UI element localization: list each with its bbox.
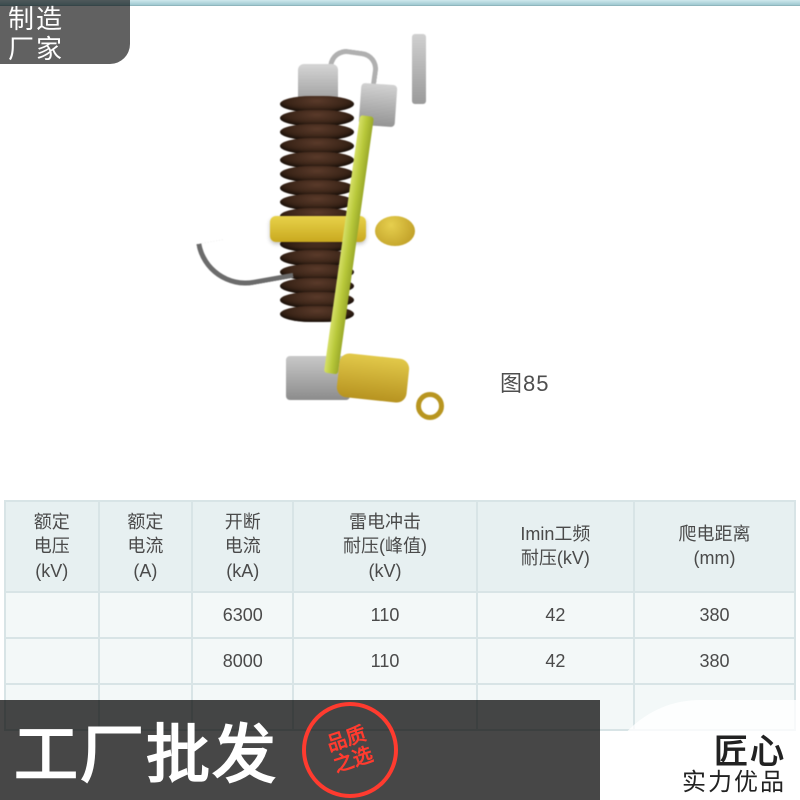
mid-joint — [375, 216, 415, 246]
cell: 8000 — [192, 638, 293, 684]
watermark-top-left: 制造 厂家 — [0, 0, 130, 64]
cell: 110 — [293, 638, 476, 684]
cell — [5, 592, 99, 638]
table-row: 6300 110 42 380 — [5, 592, 795, 638]
cell: 6300 — [192, 592, 293, 638]
col-header: Imin工频 耐压(kV) — [477, 501, 634, 592]
cell: 380 — [634, 592, 795, 638]
watermark-text: 制造 — [8, 4, 122, 34]
watermark-text: 厂家 — [8, 34, 122, 64]
cell — [99, 592, 193, 638]
figure-caption: 图85 — [500, 366, 549, 398]
col-header: 额定 电流 (A) — [99, 501, 193, 592]
cell — [99, 638, 193, 684]
lower-joint — [336, 352, 410, 403]
strip-text: 工厂批发 — [0, 704, 278, 796]
table-header-row: 额定 电压 (kV) 额定 电流 (A) 开断 电流 (kA) — [5, 501, 795, 592]
col-header: 额定 电压 (kV) — [5, 501, 99, 592]
seal-icon: 品质 之选 — [302, 702, 398, 798]
watermark-bottom-strip: 工厂批发 品质 之选 — [0, 700, 600, 800]
page: 图85 额定 电压 (kV) 额定 电流 (A) 开断 — [0, 0, 800, 800]
cell: 42 — [477, 638, 634, 684]
watermark-text: 实力优品 — [682, 762, 786, 797]
cell — [5, 638, 99, 684]
spec-table: 额定 电压 (kV) 额定 电流 (A) 开断 电流 (kA) — [4, 500, 796, 731]
cell: 380 — [634, 638, 795, 684]
cell: 42 — [477, 592, 634, 638]
col-header: 雷电冲击 耐压(峰值) (kV) — [293, 501, 476, 592]
cell: 110 — [293, 592, 476, 638]
col-header: 爬电距离 (mm) — [634, 501, 795, 592]
col-header: 开断 电流 (kA) — [192, 501, 293, 592]
upright-bar — [412, 34, 426, 104]
table-row: 8000 110 42 380 — [5, 638, 795, 684]
product-figure: 图85 — [0, 6, 800, 486]
pull-ring-icon — [416, 392, 444, 420]
spec-table-wrap: 额定 电压 (kV) 额定 电流 (A) 开断 电流 (kA) — [0, 500, 800, 731]
